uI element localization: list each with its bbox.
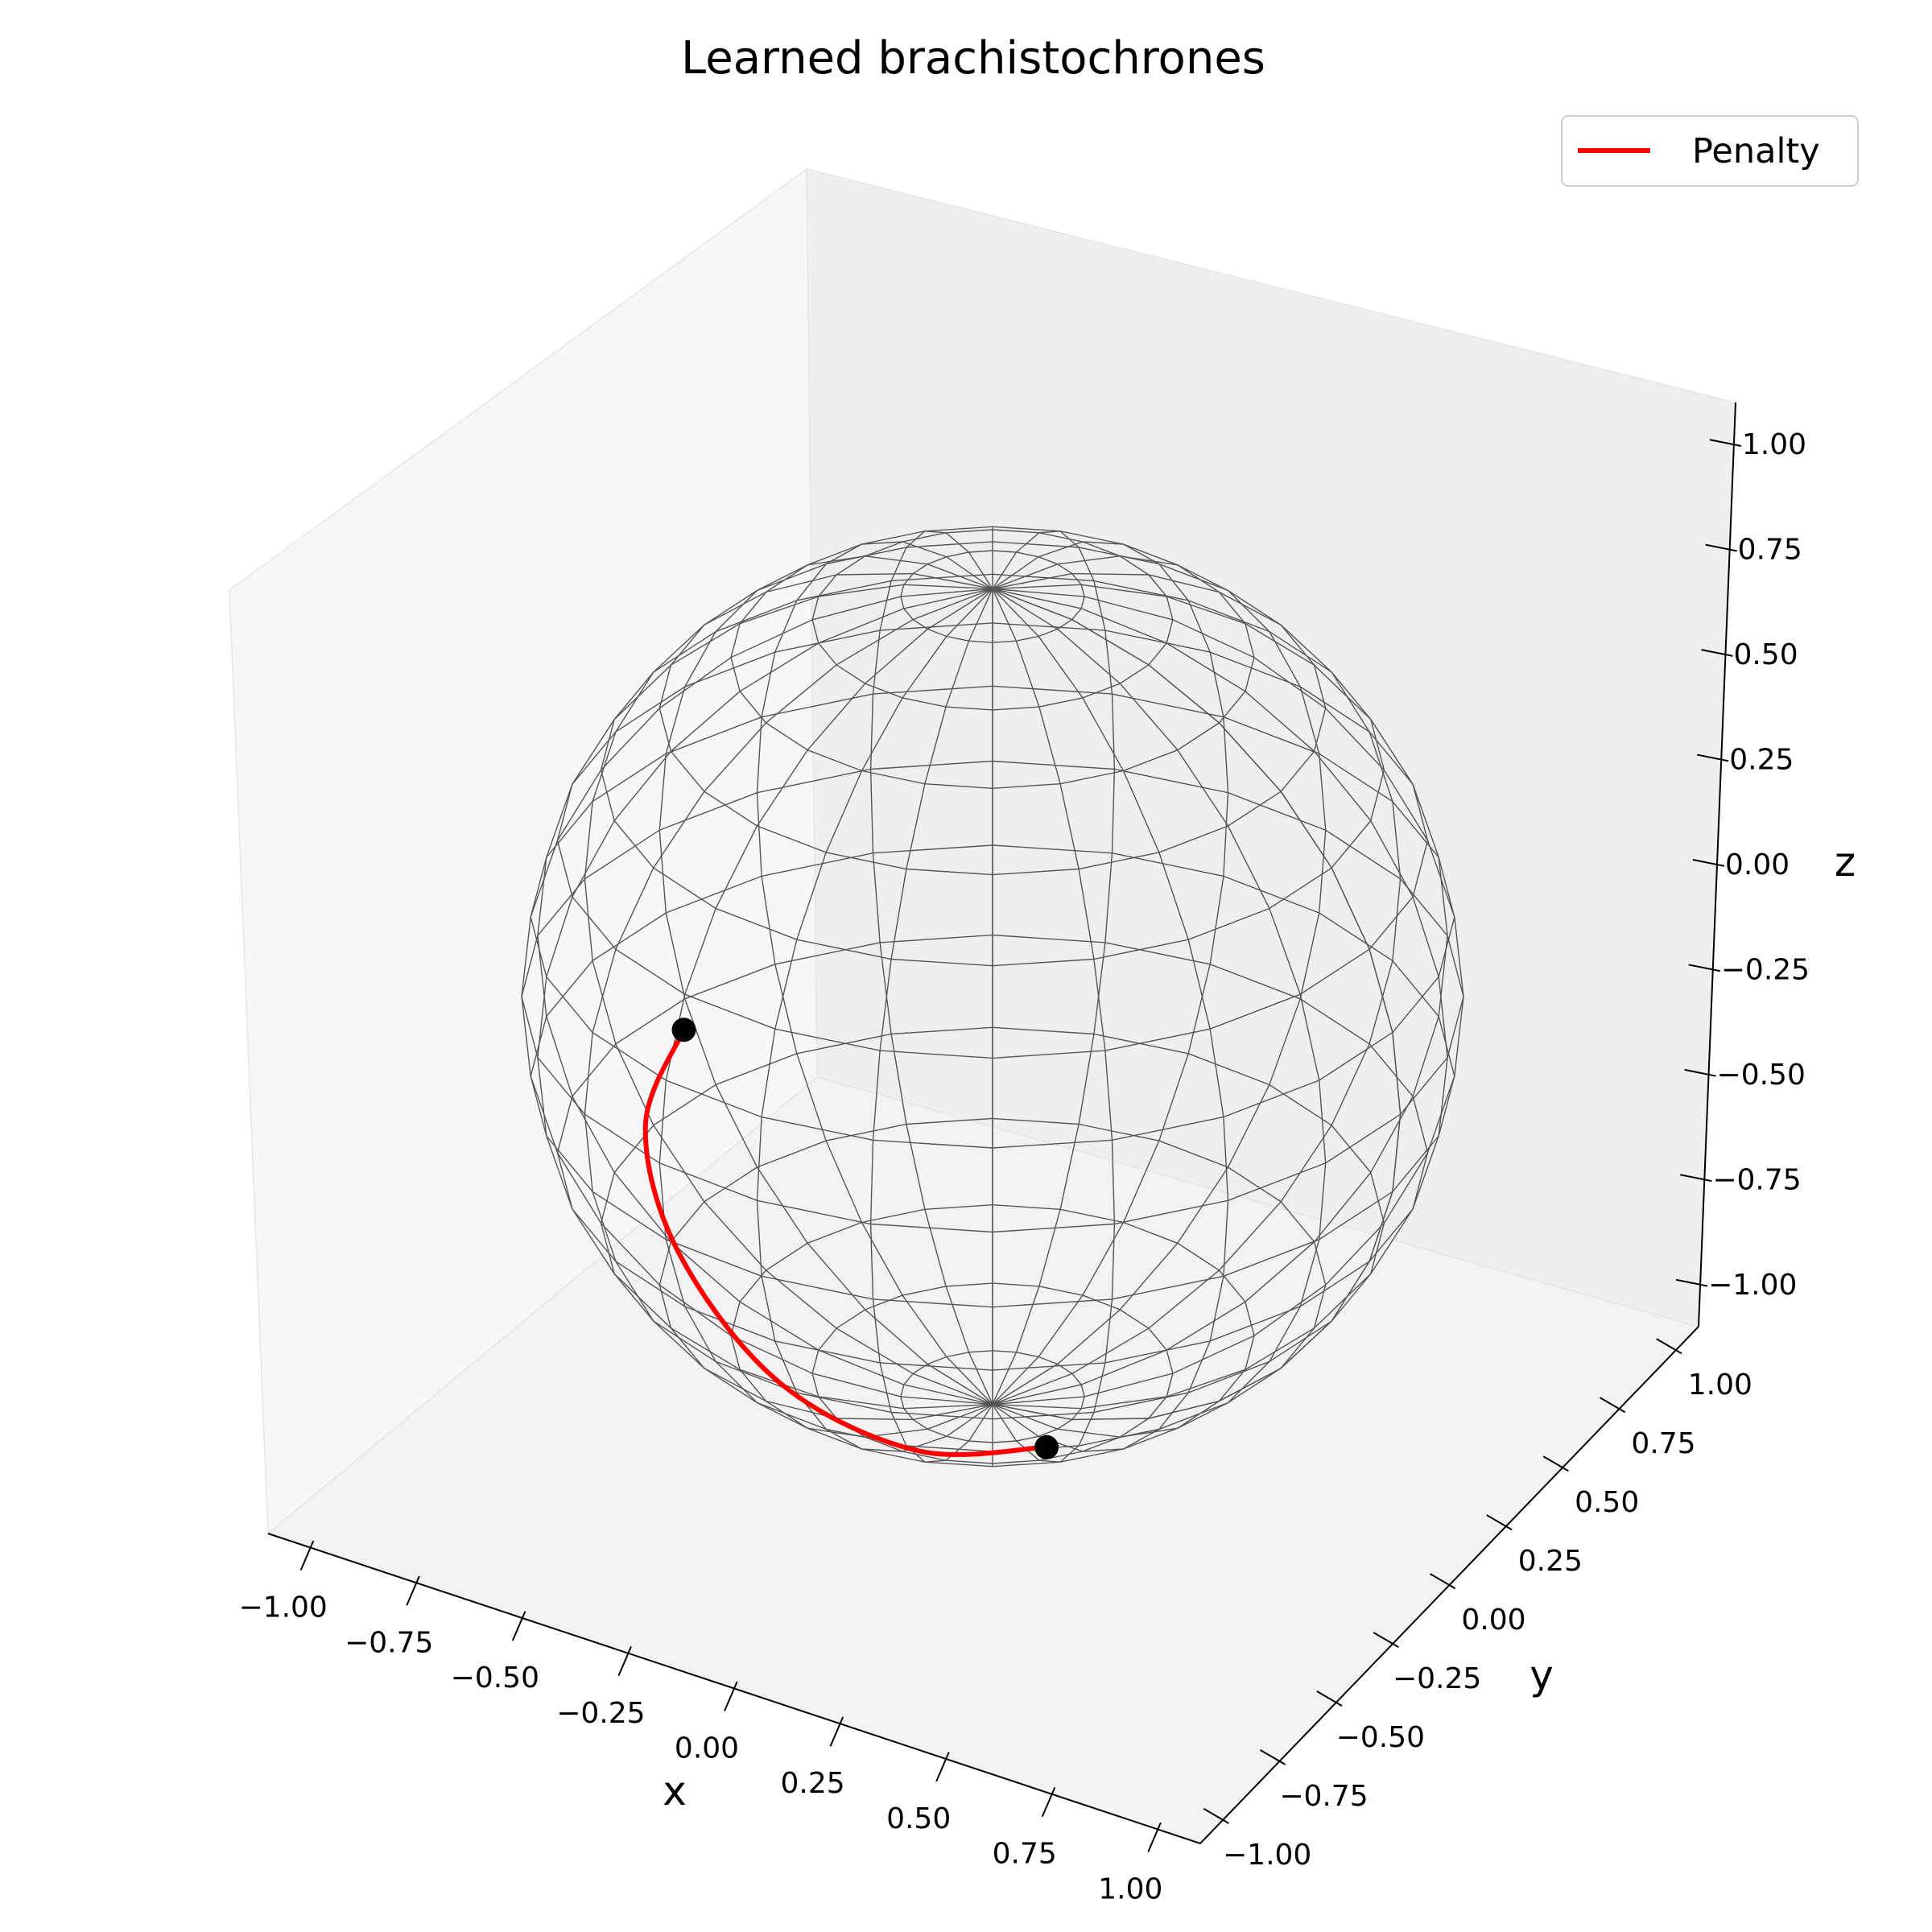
y-tick bbox=[1373, 1632, 1399, 1649]
z-tick-label: 0.00 bbox=[1725, 848, 1790, 881]
x-tick-label: −0.75 bbox=[345, 1626, 433, 1659]
x-axis-title: x bbox=[663, 1768, 687, 1814]
x-tick-label: 1.00 bbox=[1098, 1872, 1162, 1905]
y-axis-ticks: −1.00 −0.75 −0.50 −0.25 0.00 0.25 0.50 0.75 1.00 bbox=[1203, 1338, 1752, 1872]
x-tick-label: 0.00 bbox=[675, 1732, 739, 1765]
z-tick bbox=[1705, 543, 1737, 552]
z-tick-label: 0.50 bbox=[1733, 638, 1798, 671]
z-axis-title: z bbox=[1835, 839, 1856, 886]
y-tick bbox=[1429, 1573, 1456, 1590]
x-tick-label: −1.00 bbox=[239, 1591, 328, 1624]
z-tick bbox=[1680, 1174, 1712, 1183]
y-tick-label: −1.00 bbox=[1223, 1839, 1311, 1872]
penalty-curve bbox=[642, 1029, 1047, 1457]
z-tick bbox=[1697, 753, 1729, 762]
x-tick-label: 0.50 bbox=[886, 1802, 951, 1835]
x-tick bbox=[724, 1681, 738, 1711]
sphere-parallel bbox=[556, 622, 1429, 1059]
sphere-parallel bbox=[811, 529, 1174, 711]
y-tick bbox=[1599, 1397, 1626, 1414]
sphere-parallel bbox=[730, 526, 1255, 790]
sphere-parallel bbox=[556, 934, 1429, 1371]
y-tick-label: −0.50 bbox=[1336, 1721, 1425, 1754]
x-tick-label: −0.25 bbox=[556, 1697, 645, 1730]
z-tick bbox=[1688, 964, 1720, 972]
z-tick-label: 1.00 bbox=[1742, 428, 1806, 461]
legend-label-penalty: Penalty bbox=[1692, 131, 1820, 171]
x-axis-ticks: −1.00 −0.75 −0.50 −0.25 0.00 0.25 0.50 0.75 1.00 bbox=[239, 1540, 1162, 1905]
sphere-parallel bbox=[530, 844, 1455, 1308]
x-tick bbox=[617, 1645, 632, 1677]
z-tick bbox=[1675, 1278, 1708, 1287]
z-tick-label: −1.00 bbox=[1708, 1269, 1797, 1302]
y-tick bbox=[1656, 1338, 1682, 1355]
sphere-parallel bbox=[730, 1203, 1255, 1468]
y-tick bbox=[1316, 1690, 1343, 1707]
y-tick bbox=[1203, 1807, 1229, 1824]
z-tick bbox=[1692, 859, 1725, 867]
legend: Penalty bbox=[1561, 115, 1859, 187]
y-tick-label: 0.00 bbox=[1461, 1604, 1525, 1637]
sphere-parallel bbox=[658, 541, 1327, 876]
y-tick-label: −0.75 bbox=[1279, 1780, 1368, 1813]
z-axis-ticks: −1.00 −0.75 −0.50 −0.25 0.00 0.25 0.50 0.75 1.00 bbox=[1675, 428, 1810, 1302]
end-point-marker bbox=[1034, 1435, 1059, 1459]
y-tick-label: 0.50 bbox=[1575, 1486, 1639, 1519]
x-tick-label: −0.50 bbox=[451, 1662, 539, 1695]
y-tick-label: 1.00 bbox=[1688, 1368, 1752, 1402]
x-tick bbox=[829, 1716, 844, 1747]
x-tick-label: 0.25 bbox=[780, 1767, 844, 1800]
y-axis-title: y bbox=[1530, 1652, 1554, 1699]
x-tick bbox=[935, 1752, 950, 1782]
x-tick bbox=[299, 1540, 315, 1571]
x-tick bbox=[1041, 1786, 1056, 1818]
y-tick-label: 0.25 bbox=[1518, 1545, 1583, 1578]
x-tick bbox=[511, 1611, 526, 1641]
z-tick-label: −0.25 bbox=[1721, 953, 1810, 986]
sphere-parallel bbox=[900, 1350, 1085, 1443]
z-tick bbox=[1709, 439, 1742, 448]
sphere-wireframe bbox=[521, 526, 1464, 1468]
z-tick-label: 0.25 bbox=[1729, 744, 1794, 777]
y-tick bbox=[1259, 1748, 1286, 1765]
x-tick-label: 0.75 bbox=[993, 1838, 1057, 1871]
start-point-marker bbox=[671, 1018, 696, 1042]
y-tick bbox=[1486, 1514, 1513, 1531]
x-tick bbox=[1147, 1822, 1162, 1852]
legend-box bbox=[1561, 115, 1859, 187]
sphere-parallel bbox=[600, 1026, 1385, 1420]
z-tick bbox=[1684, 1068, 1716, 1077]
sphere-parallel bbox=[811, 1282, 1174, 1464]
endpoint-markers bbox=[671, 1018, 1059, 1459]
z-tick-label: −0.75 bbox=[1712, 1163, 1801, 1196]
sphere-parallel bbox=[900, 550, 1085, 643]
z-tick-label: 0.75 bbox=[1738, 534, 1802, 567]
sphere-parallel bbox=[530, 685, 1455, 1149]
y-tick-label: −0.25 bbox=[1393, 1662, 1481, 1695]
z-tick bbox=[1701, 649, 1733, 657]
y-tick bbox=[1542, 1455, 1569, 1472]
x-tick bbox=[406, 1575, 420, 1606]
z-tick-label: −0.50 bbox=[1717, 1059, 1806, 1092]
sphere-parallel bbox=[600, 573, 1385, 967]
chart-title: Learned brachistochrones bbox=[681, 32, 1265, 85]
sphere-parallel bbox=[521, 760, 1464, 1233]
y-tick-label: 0.75 bbox=[1631, 1427, 1695, 1460]
